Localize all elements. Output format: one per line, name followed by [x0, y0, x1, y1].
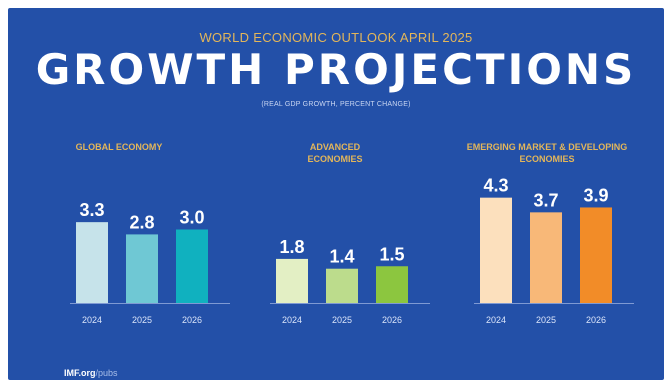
group-title-emerging: EMERGING MARKET & DEVELOPING ECONOMIES [466, 142, 628, 164]
baseline-global [70, 303, 230, 304]
group-title-advanced: ADVANCED ECONOMIES [307, 142, 363, 164]
bar-charts: 3.3 2024 2.8 2025 3.0 2026 1.8 2024 1.4 2025 1.5 20… [76, 176, 612, 325]
bar-global-2026 [176, 229, 208, 303]
bar-emerging-2025 [530, 212, 562, 303]
source-path: /pubs [95, 368, 118, 378]
tick-label-emerging-2024: 2024 [486, 315, 506, 325]
bar-advanced-2025 [326, 268, 358, 303]
tick-label-global-2024: 2024 [82, 315, 102, 325]
value-label-advanced-2024: 1.8 [279, 237, 304, 257]
tick-label-advanced-2026: 2026 [382, 315, 402, 325]
group-title-global: GLOBAL ECONOMY [75, 142, 163, 152]
bar-global-2024 [76, 222, 108, 303]
page-title: GROWTH PROJECTIONS [35, 45, 637, 94]
value-label-global-2026: 3.0 [179, 208, 204, 228]
bar-emerging-2024 [480, 197, 512, 303]
value-label-emerging-2025: 3.7 [533, 190, 558, 210]
source-domain: IMF.org [64, 368, 96, 378]
baseline-advanced [270, 303, 430, 304]
tick-label-emerging-2025: 2025 [536, 315, 556, 325]
value-label-advanced-2026: 1.5 [379, 244, 404, 264]
source-link[interactable]: IMF.org/pubs [64, 368, 118, 378]
value-label-emerging-2024: 4.3 [483, 176, 508, 196]
value-label-emerging-2026: 3.9 [583, 185, 608, 205]
tick-label-emerging-2026: 2026 [586, 315, 606, 325]
value-label-advanced-2025: 1.4 [329, 247, 354, 267]
report-supertitle: WORLD ECONOMIC OUTLOOK APRIL 2025 [199, 30, 473, 45]
bar-advanced-2024 [276, 258, 308, 303]
value-label-global-2024: 3.3 [79, 200, 104, 220]
baseline-emerging [474, 303, 634, 304]
bar-advanced-2026 [376, 266, 408, 303]
tick-label-global-2026: 2026 [182, 315, 202, 325]
bar-emerging-2026 [580, 207, 612, 303]
chart-subtitle: (REAL GDP GROWTH, PERCENT CHANGE) [261, 101, 411, 108]
tick-label-advanced-2025: 2025 [332, 315, 352, 325]
value-label-global-2025: 2.8 [129, 212, 154, 232]
tick-label-global-2025: 2025 [132, 315, 152, 325]
infographic-card: WORLD ECONOMIC OUTLOOK APRIL 2025 GROWTH… [8, 8, 664, 380]
bar-global-2025 [126, 234, 158, 303]
tick-label-advanced-2024: 2024 [282, 315, 302, 325]
